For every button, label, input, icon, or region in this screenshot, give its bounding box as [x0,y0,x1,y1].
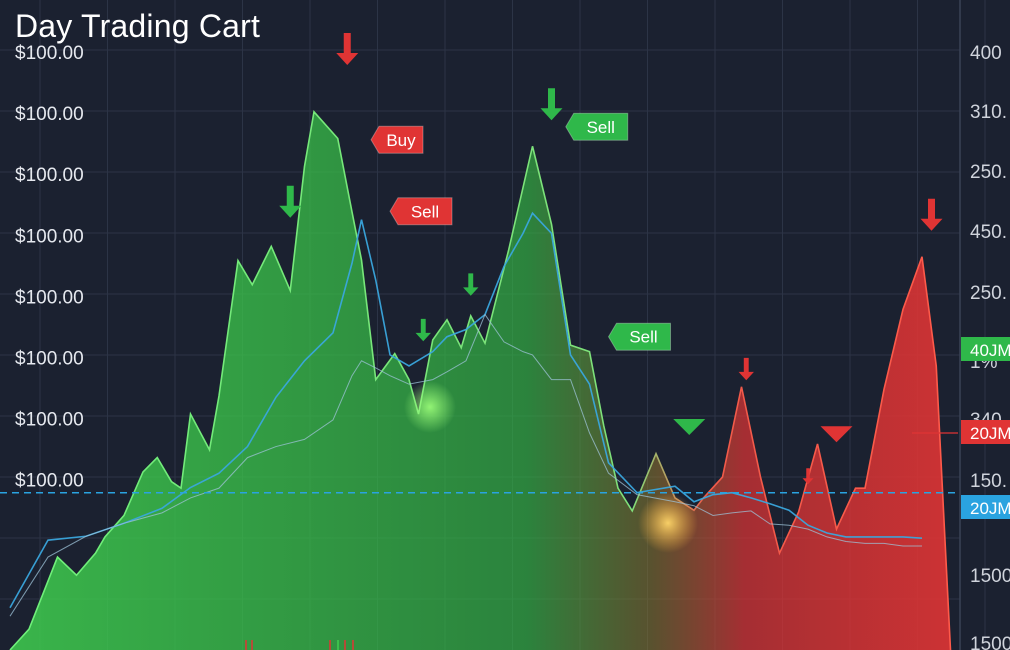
glow-point [638,493,698,553]
annotation-label: Sell [565,112,629,141]
y-right-tick: 310. [970,102,1007,123]
signal-triangle [673,419,706,436]
annotation-label: Sell [389,197,453,226]
y-right-tick: 250. [970,283,1007,304]
price-tag: 40JM [961,337,1010,361]
indicator-lines [0,211,960,617]
buy-arrow [279,185,302,218]
price-tag: 20JM [961,420,1010,444]
price-tag-text: 40JM [970,341,1010,360]
price-area [9,110,952,650]
price-area-fill [10,111,951,650]
y-left-tick: $100.00 [15,410,84,431]
annotation-label: Sell [607,322,671,351]
y-left-tick: $100.00 [15,165,84,186]
annotation-text: Sell [411,202,439,221]
sell-arrow [802,468,814,485]
annotation-label: Buy [370,125,424,154]
glow-point [404,381,456,433]
y-left-tick: $100.00 [15,226,84,247]
y-left-tick: $100.00 [15,349,84,370]
axes: $100.00 $100.00 $100.00 $100.00 $100.00 $100.… [15,0,1010,650]
price-tag-text: 20JM [970,424,1010,443]
y-right-tick: 150. [970,471,1007,492]
y-right-tick: 450. [970,222,1007,243]
y-left-tick: $100.00 [15,287,84,308]
y-right-tick: 1500 [970,634,1010,650]
y-right-tick: 1500 [970,566,1010,587]
annotation-text: Sell [629,328,657,347]
y-left-tick: $100.00 [15,43,84,64]
sell-arrow [738,357,754,381]
chart-title: Day Trading Cart [15,8,261,44]
indicator-fast-line [9,211,923,609]
buy-arrow [415,318,431,342]
y-right-tick: 250. [970,162,1007,183]
y-right-tick: 400 [970,43,1002,64]
y-left-tick: $100.00 [15,471,84,492]
sell-arrow [920,198,943,231]
trade-markers: Buy Sell Sell Sell [279,33,943,485]
annotation-text: Buy [386,131,416,150]
signal-triangle [820,426,853,443]
price-tag: 20JM [961,495,1010,519]
buy-arrow [463,273,479,296]
indicator-slow-line [9,313,922,617]
buy-arrow [540,88,563,121]
y-left-tick: $100.00 [15,104,84,125]
annotation-text: Sell [587,118,615,137]
sell-arrow [336,33,359,65]
price-tag-text: 20JM [970,499,1010,518]
